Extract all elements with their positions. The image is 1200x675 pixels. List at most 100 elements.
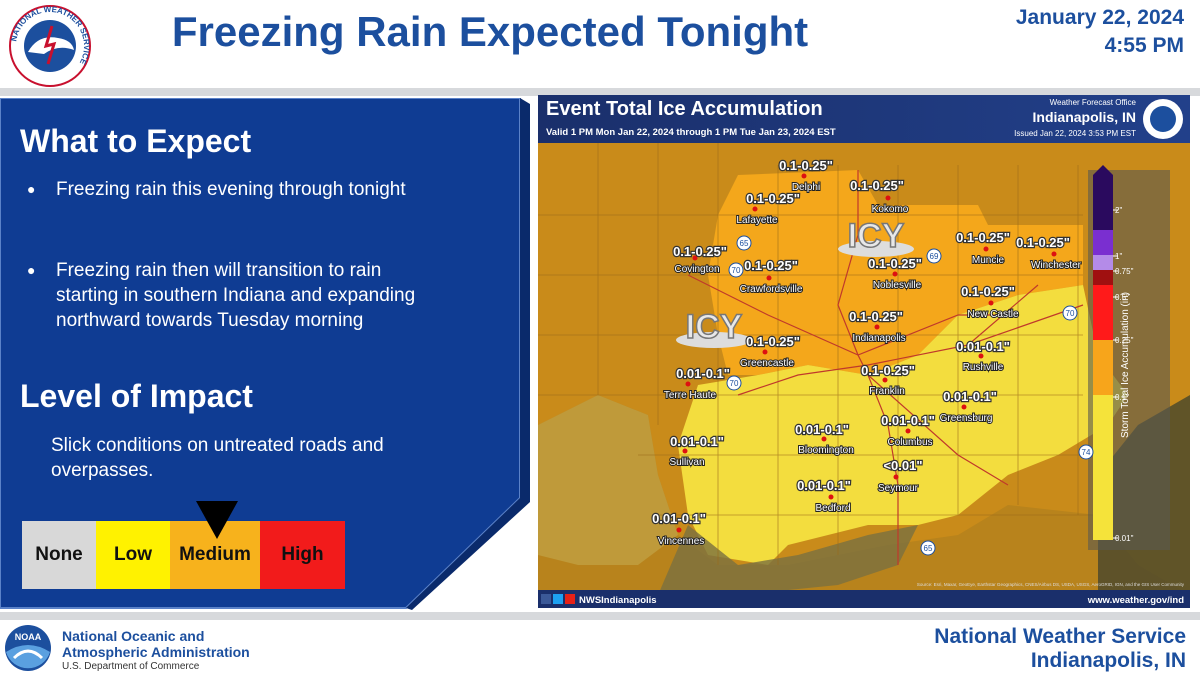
city-dot [892,271,898,277]
highway-number: 69 [930,252,939,261]
city-dot [882,377,888,383]
highway-shield [726,375,742,391]
colorbar-segment [1093,270,1113,285]
highway-number: 70 [730,379,739,388]
ice-amount: 0.01-0.1" [956,339,1010,354]
city-dot [676,527,682,533]
legend-tick-label: 0.75" [1115,267,1134,276]
city-name: Bedford [815,503,850,514]
city-dot [685,381,691,387]
legend-tick-label: 0.25" [1115,336,1134,345]
icy-shadow [838,241,914,257]
bullet-dot: ● [27,181,36,197]
highway-shield [736,235,752,251]
map-title: Event Total Ice Accumulation [546,98,823,120]
impact-text: Slick conditions on untreated roads and … [51,435,384,481]
city-name: Delphi [792,182,820,193]
map-logo [1150,106,1176,132]
highway-number: 65 [740,239,749,248]
city-dot [874,324,880,330]
city-name: Sullivan [669,457,704,468]
colorbar-segment [1093,255,1113,270]
colorbar-segment [1093,175,1113,230]
city-name: Seymour [878,483,919,494]
city-name: Muncie [972,255,1005,266]
legend-tick-label: 2" [1115,206,1122,215]
city-name: Greencastle [740,358,794,369]
ice-amount: 0.1-0.25" [1016,235,1070,250]
noaa-dept: U.S. Department of Commerce [62,661,200,672]
bullet-dot: ● [27,262,36,278]
ice-amount: 0.01-0.1" [670,434,724,449]
panel-bg [0,98,530,610]
ice-amount: 0.1-0.25" [961,284,1015,299]
ice-amount: 0.01-0.1" [797,478,851,493]
nws-logo: NATIONAL WEATHER SERVICE [9,5,91,87]
city-dot [905,428,911,434]
impact-level: Low [96,521,170,589]
highway-number: 74 [1082,448,1091,457]
legend-tick-label: 1" [1115,252,1122,261]
heading: Level of Impact [20,378,253,414]
city-name: Noblesville [873,280,922,291]
ice-amount: 0.01-0.1" [943,389,997,404]
city-dot [692,255,698,261]
highway-number: 70 [1066,309,1075,318]
ice-amount: 0.01-0.1" [795,422,849,437]
city-name: Crawfordsville [740,284,803,295]
source: Source: Esri, Maxar, GeoEye, Earthstar G… [917,582,1185,587]
city-dot [1051,251,1057,257]
ice-map: Event Total Ice Accumulation Valid 1 PM … [538,95,1190,608]
icy-shadow [676,332,752,348]
highway-number: 65 [924,544,933,553]
valid-time: Valid 1 PM Mon Jan 22, 2024 through 1 PM… [546,127,836,138]
ice-amount: 0.01-0.1" [652,511,706,526]
ice-amount: 0.1-0.25" [673,244,727,259]
bullet: Freezing rain this evening through tonig… [56,179,406,200]
highway-shield [1062,305,1078,321]
office-label: Weather Forecast Office [1050,98,1137,107]
ice-amount: 0.1-0.25" [746,334,800,349]
url: www.weather.gov/ind [1087,595,1184,606]
legend-tick-label: 0.5" [1115,293,1129,302]
highway-number: 70 [732,266,741,275]
city-name: Kokomo [872,204,909,215]
nws-office: Indianapolis, IN [1030,649,1186,672]
ice-amount: 0.01-0.1" [676,366,730,381]
city-dot [821,436,827,442]
city-name: Columbus [887,437,932,448]
ice-amount: 0.1-0.25" [850,178,904,193]
city-name: New Castle [967,309,1019,320]
city-dot [893,474,899,480]
city-dot [801,173,807,179]
city-name: Terre Haute [664,390,717,401]
colorbar-segment [1093,285,1113,340]
city-dot [978,353,984,359]
divider [0,88,1200,96]
city-dot [762,349,768,355]
heading: What to Expect [20,123,252,159]
date: January 22, 2024 [1015,6,1184,29]
city-name: Greensburg [940,413,993,424]
expect-panel [0,98,530,610]
office: Indianapolis, IN [1033,109,1136,125]
city-name: Indianapolis [852,333,905,344]
colorbar-cap [1093,165,1113,175]
highway-shield [1078,444,1094,460]
icy-label: ICY [686,308,743,346]
city-dot [752,206,758,212]
city-name: Vincennes [658,536,705,547]
noaa-logo: NOAA [5,625,51,671]
impact-level: High [260,521,345,589]
impact-level: None [22,521,96,589]
ice-amount: <0.01" [883,458,922,473]
noaa-name: Atmospheric Administration [62,644,250,660]
city-name: Bloomington [798,445,854,456]
legend-title: Storm Total Ice Accumulation (in) [1120,292,1131,438]
colorbar-segment [1093,395,1113,540]
ice-amount: 0.1-0.25" [744,258,798,273]
city-dot [766,275,772,281]
city-name: Lafayette [736,215,778,226]
city-dot [682,448,688,454]
